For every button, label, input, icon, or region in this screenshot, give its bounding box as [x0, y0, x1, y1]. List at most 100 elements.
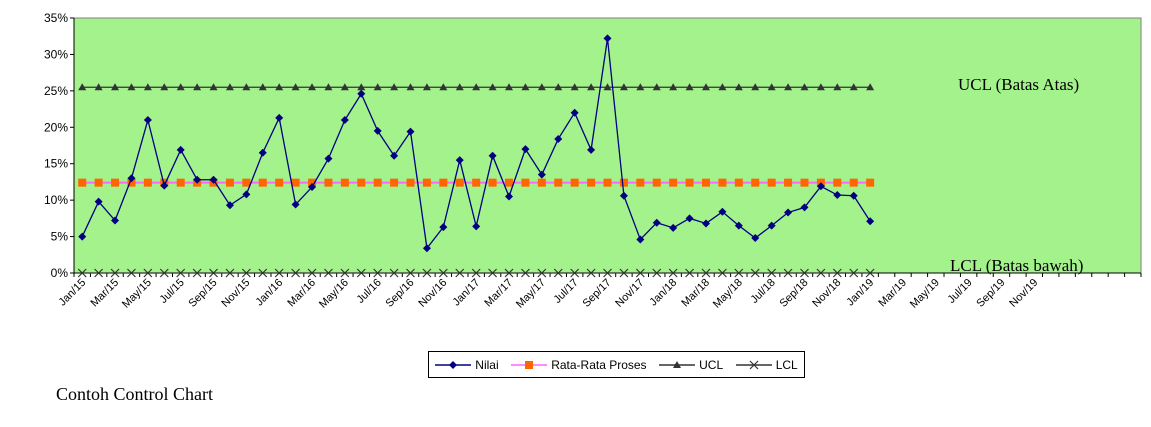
point-rata-rata-proses [78, 178, 87, 187]
point-lcl [455, 268, 465, 278]
point-ucl [275, 83, 284, 91]
chart-legend: Nilai Rata-Rata Proses UCL LCL [428, 351, 805, 378]
point-rata-rata-proses [718, 178, 727, 187]
point-rata-rata-proses [111, 178, 120, 187]
point-lcl [717, 268, 727, 278]
point-ucl [603, 83, 612, 91]
point-nilai [833, 191, 842, 200]
point-nilai [209, 175, 218, 184]
point-nilai [373, 126, 382, 135]
control-chart: 0%5%10%15%20%25%30%35% Jan/15 Mar/15May/1… [44, 11, 1142, 311]
legend-item-nilai: Nilai [435, 358, 499, 372]
point-nilai [308, 183, 317, 192]
point-lcl [504, 268, 514, 278]
point-rata-rata-proses [176, 178, 185, 187]
point-lcl [816, 268, 826, 278]
point-rata-rata-proses [800, 178, 809, 187]
x-tick-label: Mar/17 [482, 277, 515, 310]
point-rata-rata-proses [472, 178, 481, 187]
point-ucl [619, 83, 628, 91]
x-tick-label: Sep/16 [383, 277, 416, 310]
point-lcl [438, 268, 448, 278]
point-lcl [471, 268, 481, 278]
point-ucl [258, 83, 267, 91]
point-nilai [357, 89, 366, 98]
point-lcl [307, 268, 317, 278]
point-nilai [751, 234, 760, 243]
legend-marker [449, 360, 458, 369]
point-ucl [505, 83, 514, 91]
x-tick-label: Jan/17 [450, 277, 482, 309]
point-nilai [652, 218, 661, 227]
point-rata-rata-proses [390, 178, 399, 187]
point-rata-rata-proses [767, 178, 776, 187]
point-nilai [488, 151, 497, 160]
x-tick-label: Sep/18 [777, 277, 810, 310]
point-rata-rata-proses [225, 178, 234, 187]
point-nilai [619, 191, 628, 200]
legend-label: Rata-Rata Proses [551, 357, 647, 372]
x-tick-label: Sep/17 [580, 277, 613, 310]
point-rata-rata-proses [537, 178, 546, 187]
y-tick-label: 10% [44, 193, 68, 207]
point-nilai [127, 174, 136, 183]
x-tick-label: Jul/18 [749, 277, 778, 306]
point-lcl [127, 268, 136, 278]
point-nilai [193, 175, 202, 184]
point-rata-rata-proses [94, 178, 103, 187]
legend-swatch [511, 360, 548, 369]
point-ucl [242, 83, 251, 91]
point-nilai [160, 181, 169, 190]
point-ucl [816, 83, 825, 91]
point-ucl [488, 83, 497, 91]
point-ucl [521, 83, 530, 91]
x-tick-label: Nov/17 [613, 277, 646, 310]
point-ucl [718, 83, 727, 91]
point-ucl [406, 83, 415, 91]
point-lcl [340, 268, 350, 278]
point-ucl [209, 83, 218, 91]
point-rata-rata-proses [636, 178, 645, 187]
point-nilai [176, 145, 185, 154]
point-rata-rata-proses [143, 178, 152, 187]
point-lcl [159, 268, 169, 278]
legend-label: UCL [699, 357, 724, 372]
y-tick-label: 35% [44, 11, 68, 25]
point-rata-rata-proses [340, 178, 349, 187]
point-lcl [767, 268, 777, 278]
point-lcl [701, 268, 711, 278]
point-nilai [784, 208, 793, 217]
point-lcl [291, 268, 301, 278]
point-nilai [636, 235, 645, 244]
point-lcl [520, 268, 530, 278]
point-rata-rata-proses [833, 178, 842, 187]
point-ucl [767, 83, 776, 91]
point-nilai [324, 154, 333, 163]
point-lcl [77, 268, 87, 278]
point-nilai [505, 192, 514, 201]
point-lcl [225, 268, 235, 278]
point-ucl [357, 83, 366, 91]
legend-label: LCL [775, 357, 798, 372]
point-rata-rata-proses [554, 178, 563, 187]
x-tick-label: Mar/19 [876, 277, 909, 310]
point-rata-rata-proses [521, 178, 530, 187]
point-nilai [242, 190, 251, 199]
point-rata-rata-proses [258, 178, 267, 187]
x-tick-label: Nov/19 [1007, 277, 1040, 310]
point-nilai [111, 216, 120, 225]
point-ucl [685, 83, 694, 91]
x-tick-label: May/17 [514, 277, 548, 311]
point-nilai [390, 151, 399, 160]
point-rata-rata-proses [701, 178, 710, 187]
y-axis: 0% 5% 10% 15% 20% 25% 30% 35% [44, 11, 75, 280]
point-rata-rata-proses [751, 178, 760, 187]
point-rata-rata-proses [422, 178, 431, 187]
y-tick-label: 20% [44, 120, 68, 134]
point-lcl [406, 268, 415, 278]
point-lcl [619, 268, 629, 278]
point-lcl [373, 268, 383, 278]
legend-swatch [735, 360, 772, 369]
series-lcl [77, 268, 875, 278]
point-nilai [406, 127, 415, 136]
